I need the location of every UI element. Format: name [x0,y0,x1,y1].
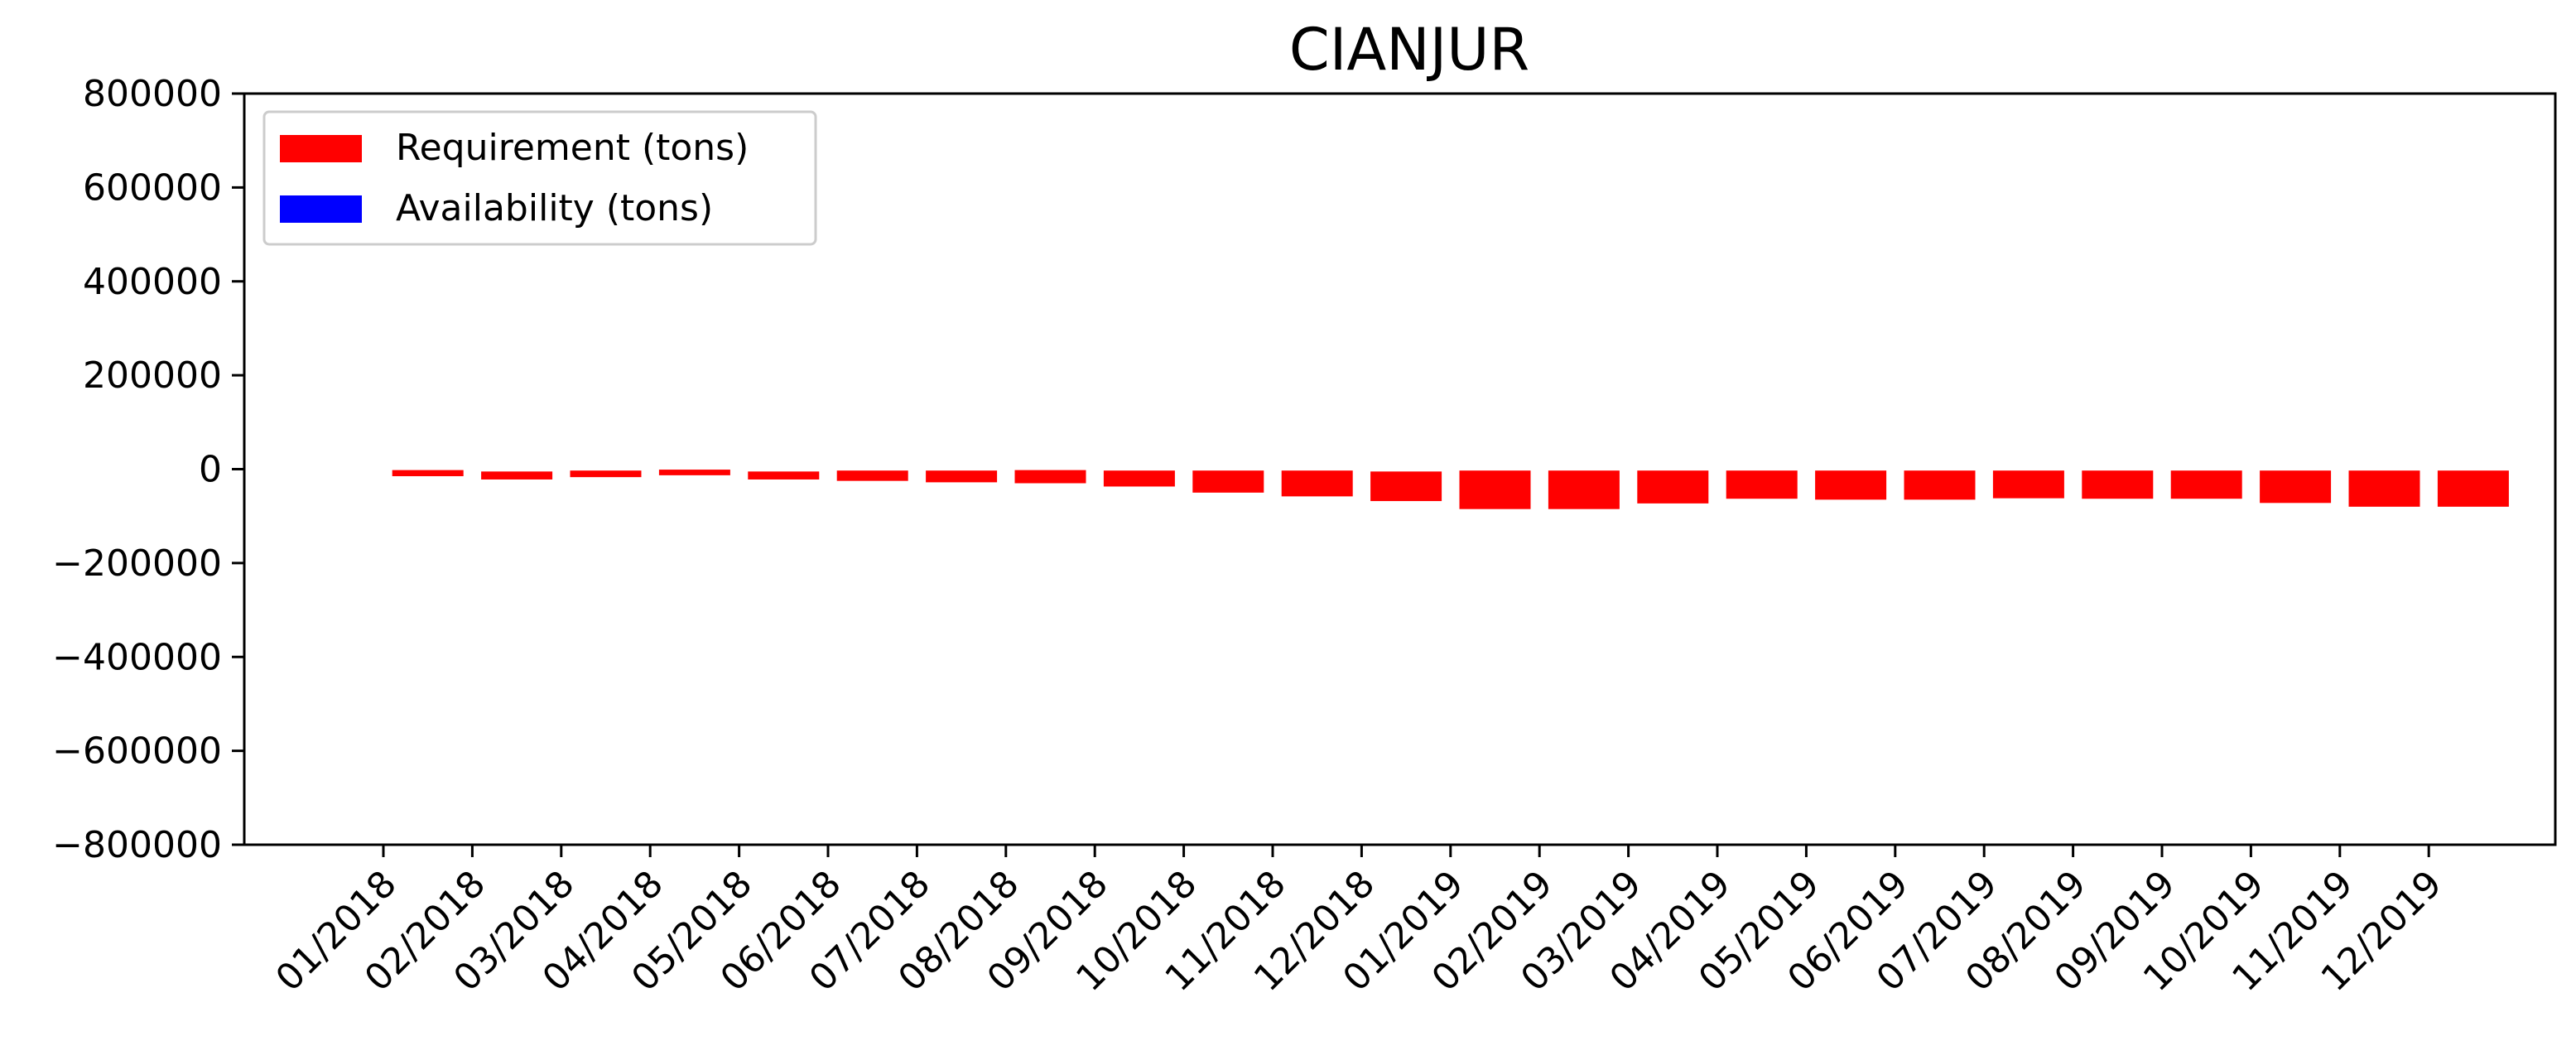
y-tick-label: 0 [199,449,222,491]
chart-title: CIANJUR [1289,16,1529,84]
bar-requirement [1548,470,1620,509]
bar-requirement [2260,470,2332,504]
y-tick-label: −400000 [52,636,222,678]
bar-requirement [748,471,820,480]
bar-requirement [570,470,642,478]
y-tick-label: −200000 [52,542,222,585]
bar-requirement [1637,470,1709,504]
bar-requirement [926,470,998,483]
legend-swatch-requirement [280,135,362,162]
bar-requirement [2170,470,2242,499]
bar-requirement [1103,470,1175,487]
bar-requirement [1014,470,1086,484]
bar-requirement [1192,470,1264,493]
y-tick-label: 400000 [83,261,222,303]
y-tick-label: 800000 [83,73,222,115]
bar-requirement [1815,470,1887,500]
y-axis: 800000 600000 400000 200000 0 −200000 −400000 −… [52,73,244,866]
bar-requirement [2437,470,2509,507]
legend-label-requirement: Requirement (tons) [396,127,749,169]
bar-requirement [836,470,908,481]
bar-requirement [658,470,730,475]
y-tick-label: 200000 [83,354,222,397]
bar-requirement [2348,470,2420,507]
bar-requirement [392,470,464,477]
legend: Requirement (tons) Availability (tons) [262,110,817,246]
bar-requirement [1992,470,2064,499]
bars-layer [392,470,2509,509]
bar-requirement [1281,470,1353,497]
x-axis: 01/201802/201803/201804/201805/201806/20… [267,845,2450,1000]
y-tick-label: −600000 [52,730,222,773]
y-tick-label: −800000 [52,824,222,866]
legend-swatch-availability [280,195,362,223]
legend-box [262,110,817,246]
bar-requirement [1370,471,1442,502]
bar-requirement [2082,470,2154,499]
bar-requirement [1904,470,1976,500]
bar-requirement [481,471,553,480]
bar-requirement [1726,470,1798,499]
y-tick-label: 600000 [83,166,222,209]
legend-label-availability: Availability (tons) [396,187,713,229]
bar-requirement [1459,470,1531,509]
